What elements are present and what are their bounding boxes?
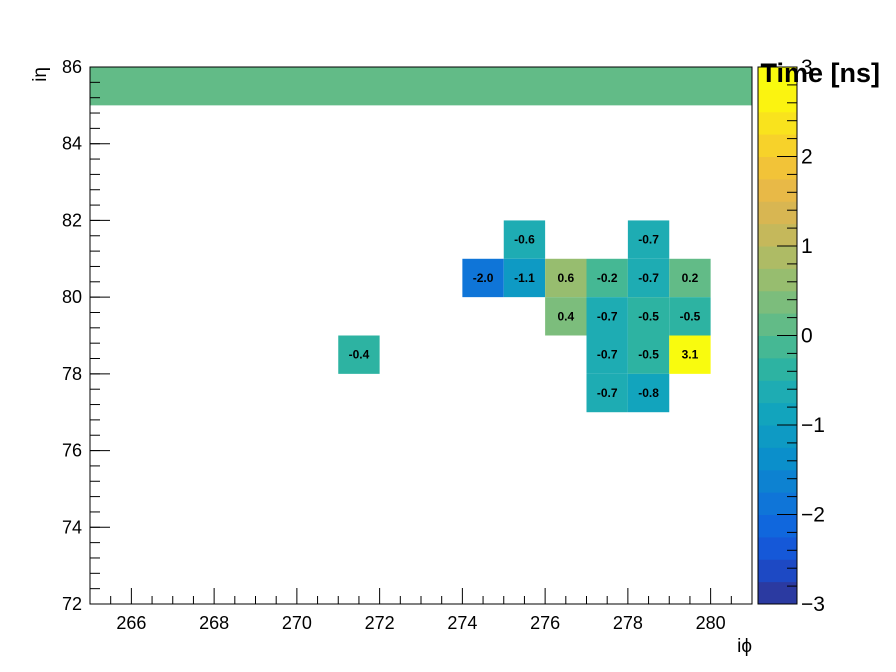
y-tick-label: 78	[62, 364, 82, 384]
color-scale-swatch	[758, 178, 797, 202]
color-scale-swatch	[758, 469, 797, 493]
heatmap-cell	[669, 335, 711, 374]
heatmap-cell-label: -0.7	[597, 386, 618, 400]
y-tick-label: 82	[62, 210, 82, 230]
x-tick-label: 276	[530, 613, 560, 633]
heatmap-cell-label: -0.4	[349, 348, 370, 362]
heatmap-cell	[627, 258, 670, 298]
y-tick-label: 80	[62, 287, 82, 307]
x-tick-label: 274	[447, 613, 477, 633]
heatmap-cell	[586, 258, 628, 298]
heatmap-cell-label: -0.6	[514, 233, 535, 247]
heatmap-cell	[627, 335, 670, 374]
y-tick-label: 74	[62, 517, 82, 537]
y-tick-label: 84	[62, 134, 82, 154]
heatmap-cell-label: -0.8	[638, 386, 659, 400]
heatmap-cell-label: -0.2	[597, 271, 618, 285]
x-tick-label: 280	[696, 613, 726, 633]
color-scale-tick-label: −3	[801, 593, 825, 616]
heatmap-cell-label: -0.7	[638, 271, 659, 285]
x-tick-label: 272	[365, 613, 395, 633]
color-scale-tick-label: 3	[801, 56, 813, 79]
heatmap-cell-label: 3.1	[682, 348, 699, 362]
color-scale-swatch	[758, 313, 797, 336]
color-scale-swatch	[758, 201, 797, 225]
heatmap-cell-label: 0.4	[557, 309, 574, 323]
color-scale-tick-label: 0	[801, 325, 813, 348]
color-scale-swatch	[758, 134, 797, 157]
color-scale-title: Time [ns]	[760, 58, 880, 88]
x-tick-label: 268	[199, 613, 229, 633]
heatmap-cell	[669, 258, 711, 298]
color-scale-bar: −3 −2 −1 0 1 2 3	[757, 56, 825, 616]
y-tick-label: 76	[62, 441, 82, 461]
color-scale-swatch	[758, 290, 797, 314]
color-scale-swatch	[758, 89, 797, 113]
color-scale-swatch	[758, 156, 797, 180]
color-scale-swatch	[758, 536, 797, 560]
x-tick-label: 278	[613, 613, 643, 633]
color-scale-swatch	[758, 268, 797, 292]
y-tick-label: 72	[62, 594, 82, 614]
heatmap-cell-label: -0.5	[680, 309, 701, 323]
heatmap-cell-label: 0.6	[557, 271, 574, 285]
heatmap-cell	[627, 373, 670, 413]
color-scale-swatch	[758, 559, 797, 583]
color-scale-tick-label: −1	[801, 414, 825, 437]
heatmap-cell	[545, 258, 587, 298]
color-scale-swatch	[758, 447, 797, 471]
color-scale-tick-label: 2	[801, 146, 813, 169]
y-axis: 72 74 76 78 80 82 84 86	[62, 57, 110, 614]
heatmap-cell	[586, 373, 628, 413]
heatmap-cell	[669, 297, 711, 336]
heatmap-cell-label: -0.7	[597, 348, 618, 362]
color-scale-swatch	[758, 380, 797, 404]
y-axis-title: iη	[30, 67, 51, 82]
heatmap-cell	[503, 258, 546, 298]
heatmap-cell-labels: -0.6 -0.7 -2.0 -1.1 0.6 -0.2 -0.7 0.2 0.4 -0.7 -0.…	[349, 233, 701, 400]
heatmap-cell-label: -2.0	[473, 271, 494, 285]
color-scale-swatch	[758, 357, 797, 381]
heatmap-cell-label: -0.5	[638, 309, 659, 323]
color-scale-swatch	[758, 581, 797, 605]
color-scale-swatch	[758, 335, 797, 359]
heatmap-cell-label: 0.2	[682, 271, 699, 285]
color-scale-swatch	[758, 425, 797, 448]
color-scale-swatch	[758, 402, 797, 426]
heatmap-cell-label: -0.5	[638, 348, 659, 362]
heatmap-band-cell	[90, 67, 752, 106]
heatmap-cell	[545, 297, 587, 336]
heatmap-cell	[338, 335, 380, 374]
color-scale-swatch	[758, 246, 797, 269]
color-scale-swatch	[758, 67, 797, 90]
heatmap-cell	[586, 297, 628, 336]
color-scale-swatch	[758, 514, 797, 538]
y-tick-label: 86	[62, 57, 82, 77]
heatmap-cell-label: -0.7	[638, 233, 659, 247]
x-axis-title: iϕ	[737, 636, 752, 657]
color-scale-swatch	[758, 223, 797, 247]
heatmap-cell	[586, 335, 628, 374]
x-axis: 266 268 270 272 274 276 278 280	[89, 588, 753, 633]
color-scale-tick-label: 1	[801, 235, 813, 258]
heatmap-cell	[627, 297, 670, 336]
color-scale-swatch	[758, 111, 797, 135]
heatmap-cell	[627, 220, 670, 259]
color-scale-tick-label: −2	[801, 504, 825, 527]
heatmap-cell	[462, 258, 504, 298]
heatmap-cell-label: -1.1	[514, 271, 535, 285]
heatmap-cell	[503, 220, 546, 259]
x-tick-label: 266	[116, 613, 146, 633]
heatmap-cell-label: -0.7	[597, 309, 618, 323]
x-tick-label: 270	[282, 613, 312, 633]
heatmap-cells	[90, 67, 752, 413]
color-scale-swatch	[758, 492, 797, 515]
